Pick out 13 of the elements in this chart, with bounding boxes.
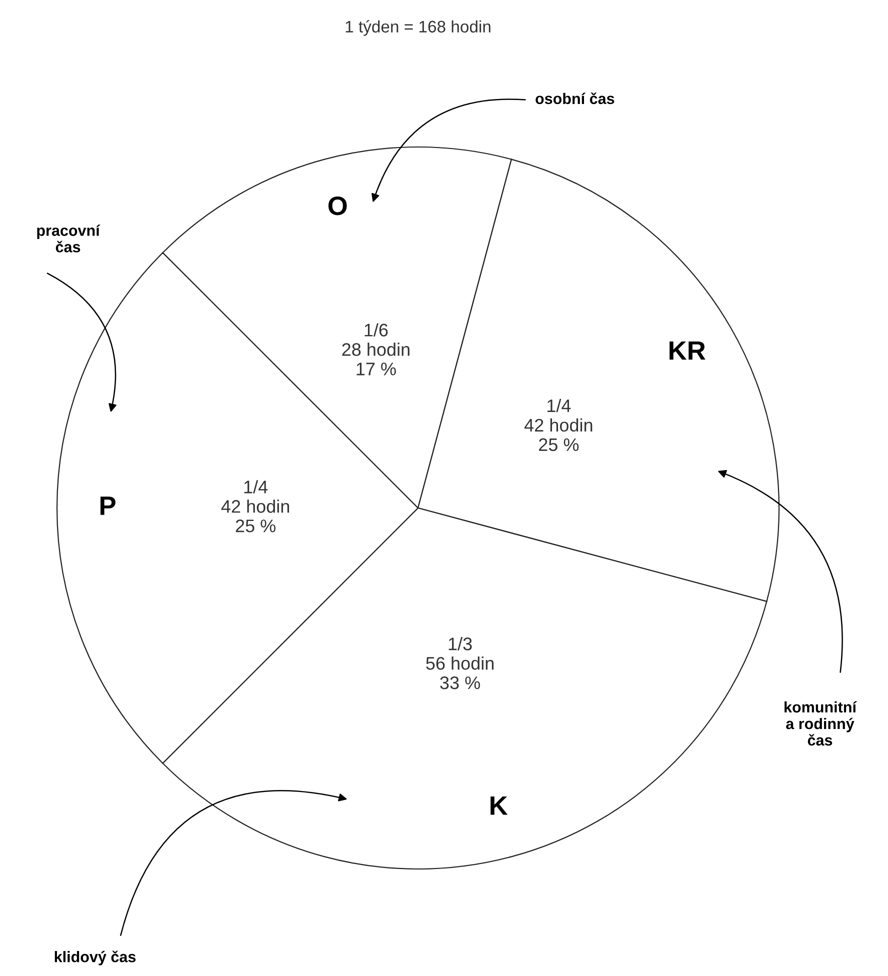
slice-label: K bbox=[490, 796, 508, 815]
data-label: 1/4 42 hodin 25 % bbox=[221, 480, 290, 532]
text: komunitní a rodinný čas bbox=[784, 701, 857, 746]
data-label: 1/6 28 hodin 17 % bbox=[342, 323, 410, 376]
chart-title: 1 týden = 168 hodin bbox=[346, 20, 490, 36]
data-label: 1/3 56 hodin 33 % bbox=[426, 637, 494, 690]
data-label: 1/4 42 hodin 25 % bbox=[524, 398, 592, 452]
slice-label: P bbox=[100, 496, 116, 515]
slice-label: KR bbox=[670, 341, 706, 360]
text: osobní čas bbox=[536, 92, 614, 104]
text: klidový čas bbox=[54, 950, 136, 966]
text: pracovní čas bbox=[37, 224, 100, 252]
slice-label: O bbox=[328, 196, 347, 216]
